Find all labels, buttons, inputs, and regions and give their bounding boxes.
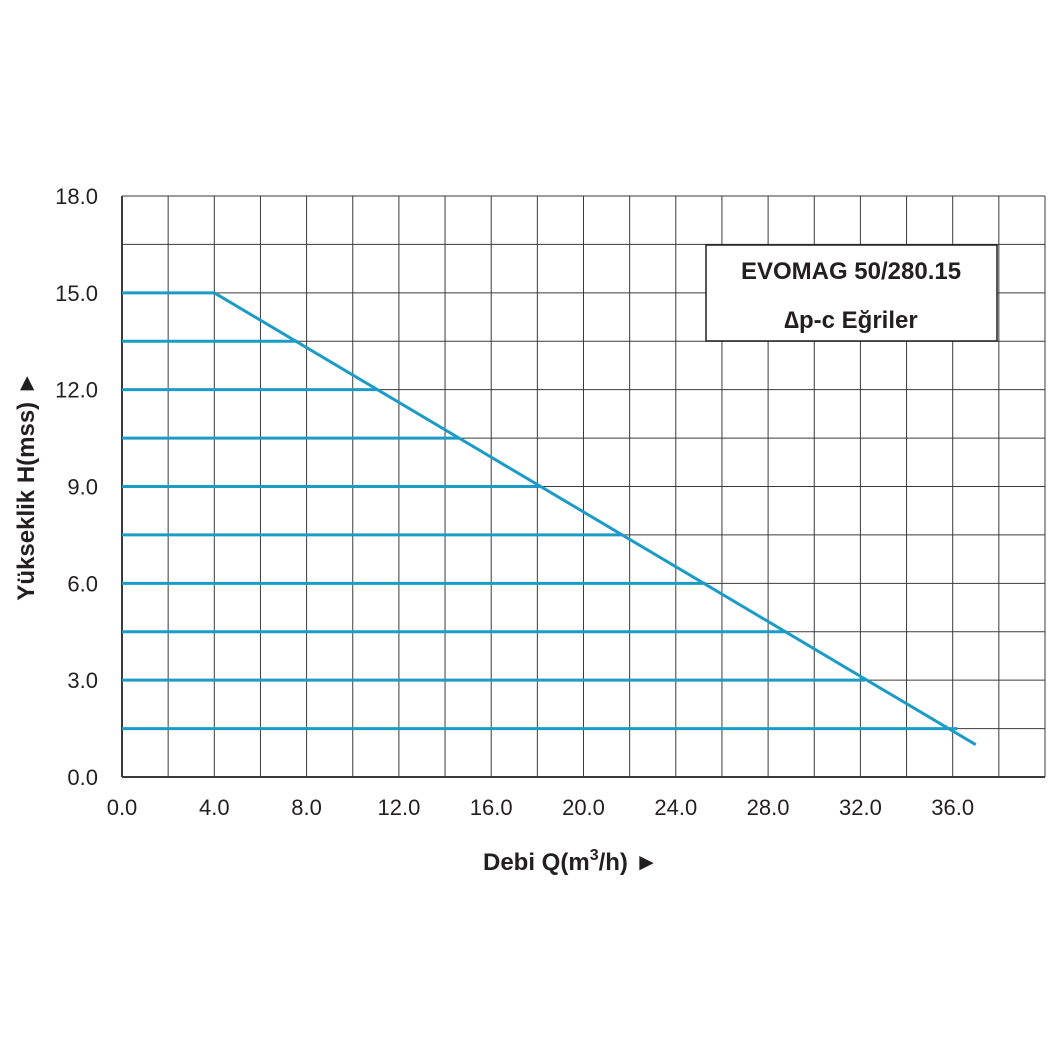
legend-title-line-2: ∆p-c Eğriler [784,307,917,334]
x-axis-title-main: Debi Q(m [483,849,590,876]
x-tick-label: 8.0 [291,795,322,820]
y-tick-label: 0.0 [67,765,98,790]
x-tick-label: 28.0 [747,795,790,820]
x-tick-label: 32.0 [839,795,882,820]
x-tick-label: 0.0 [107,795,138,820]
legend-title-line-1: EVOMAG 50/280.15 [741,258,961,285]
series-layer [122,291,977,747]
y-tick-label: 3.0 [67,668,98,693]
tick-labels: 0.0 4.0 8.0 12.0 16.0 20.0 24.0 28.0 32.0 36.0 0.0… [55,184,974,820]
y-tick-label: 12.0 [55,378,98,403]
x-tick-label: 24.0 [654,795,697,820]
x-tick-label: 20.0 [562,795,605,820]
x-tick-label: 12.0 [377,795,420,820]
x-axis-title: Debi Q(m3/h) ► [483,847,658,876]
y-tick-label: 9.0 [67,475,98,500]
y-axis-title: Yükseklik H(mss) ► [13,371,40,600]
y-tick-label: 15.0 [55,281,98,306]
legend-box: EVOMAG 50/280.15 ∆p-c Eğriler [705,244,998,342]
y-tick-label: 18.0 [55,184,98,209]
max-curve-line [213,291,977,747]
x-tick-label: 36.0 [931,795,974,820]
x-tick-label: 16.0 [470,795,513,820]
x-tick-label: 4.0 [199,795,230,820]
y-tick-label: 6.0 [67,571,98,596]
x-axis-title-sup: 3 [590,847,599,864]
x-axis-title-tail: /h) ► [599,849,659,876]
